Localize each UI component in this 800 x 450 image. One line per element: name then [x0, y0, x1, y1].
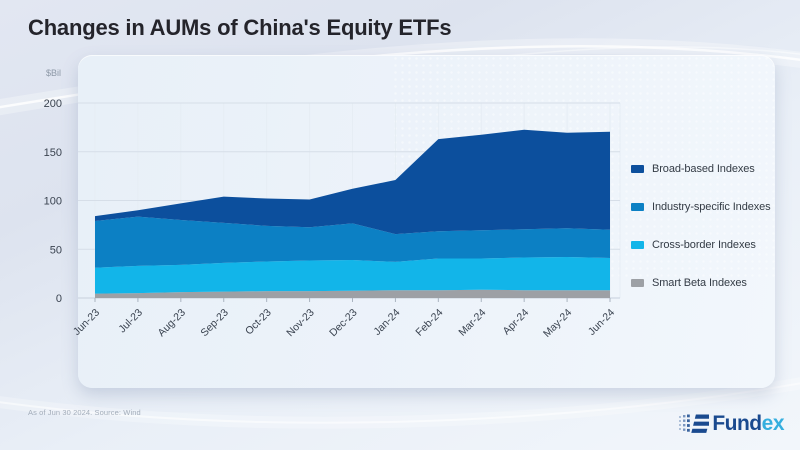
svg-text:150: 150 [44, 147, 62, 159]
legend-swatch [631, 279, 644, 287]
svg-text:0: 0 [56, 293, 62, 305]
legend-swatch [631, 203, 644, 211]
legend-label: Broad-based Indexes [652, 163, 755, 175]
legend-item-industry-specific: Industry-specific Indexes [631, 201, 771, 213]
legend-item-smart-beta: Smart Beta Indexes [631, 277, 771, 289]
legend-swatch [631, 165, 644, 173]
fundex-logo: Fundex [679, 412, 785, 436]
logo-text-primary: Fund [712, 412, 762, 435]
svg-text:100: 100 [44, 196, 62, 208]
chart-legend: Broad-based Indexes Industry-specific In… [631, 163, 771, 289]
legend-label: Industry-specific Indexes [652, 201, 771, 213]
legend-label: Cross-border Indexes [652, 239, 756, 251]
logo-text-accent: ex [761, 412, 785, 435]
page-title: Changes in AUMs of China's Equity ETFs [28, 15, 452, 40]
fundex-logo-icon [679, 414, 710, 433]
legend-item-broad-based: Broad-based Indexes [631, 163, 771, 175]
svg-text:50: 50 [50, 244, 62, 256]
fundex-logo-text: Fundex [712, 412, 784, 436]
legend-label: Smart Beta Indexes [652, 277, 747, 289]
source-footnote: As of Jun 30 2024. Source: Wind [28, 408, 141, 417]
legend-swatch [631, 241, 644, 249]
svg-text:200: 200 [44, 98, 62, 110]
y-axis-unit-label: $Bil [46, 68, 62, 78]
legend-item-cross-border: Cross-border Indexes [631, 239, 771, 251]
y-axis-labels: 0 50 100 150 200 [44, 98, 62, 305]
